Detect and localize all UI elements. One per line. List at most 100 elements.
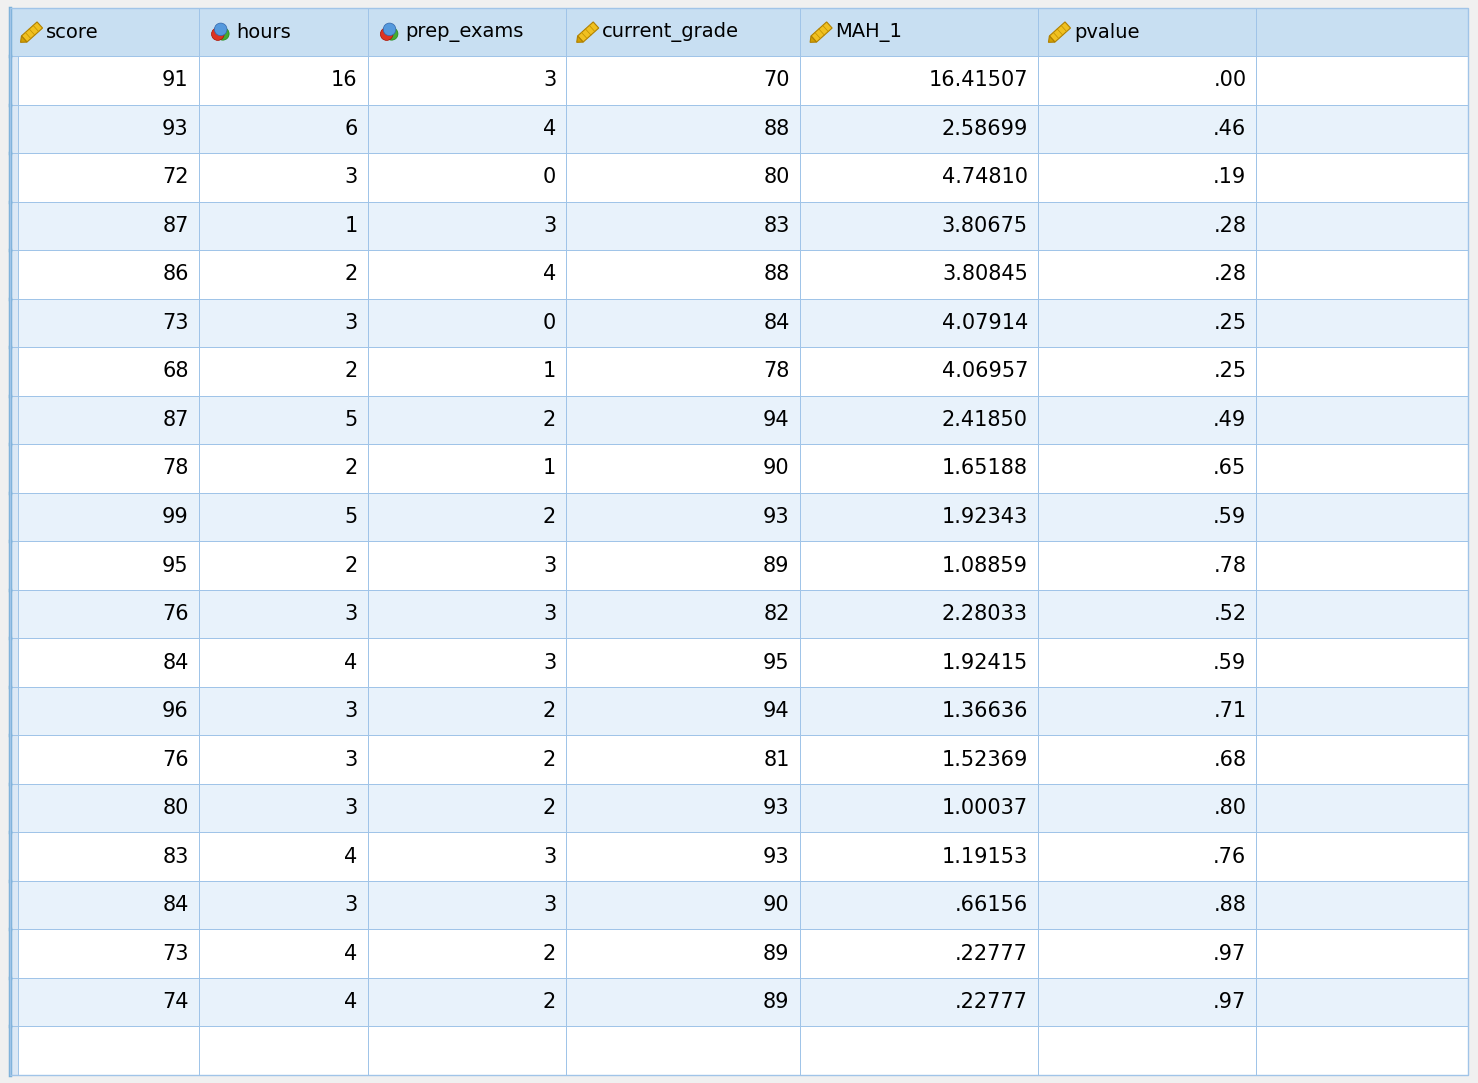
Text: 93: 93: [763, 847, 789, 866]
Bar: [1256, 880, 1468, 929]
Bar: [368, 153, 566, 201]
Text: .59: .59: [1213, 507, 1246, 527]
Bar: [10, 542, 18, 590]
Bar: [368, 590, 566, 638]
Bar: [10, 638, 18, 687]
Text: 87: 87: [163, 410, 189, 430]
Bar: [800, 784, 1038, 833]
Bar: [800, 8, 1038, 56]
Bar: [10, 542, 198, 590]
Bar: [566, 735, 800, 784]
Bar: [10, 105, 18, 153]
Text: 4.06957: 4.06957: [941, 362, 1029, 381]
Bar: [10, 638, 198, 687]
Bar: [10, 105, 198, 153]
Bar: [368, 880, 566, 929]
Bar: [566, 56, 800, 105]
Bar: [10, 833, 18, 880]
Text: prep_exams: prep_exams: [405, 23, 523, 41]
Bar: [198, 56, 368, 105]
Bar: [566, 8, 800, 56]
Text: 3: 3: [542, 70, 556, 90]
Bar: [198, 833, 368, 880]
Bar: [10, 978, 18, 1027]
Bar: [800, 1027, 1038, 1075]
Bar: [368, 687, 566, 735]
Text: 4.07914: 4.07914: [941, 313, 1029, 332]
Text: 2: 2: [344, 264, 358, 285]
Text: 90: 90: [763, 458, 789, 479]
Text: 3: 3: [542, 216, 556, 236]
Bar: [800, 201, 1038, 250]
Text: 74: 74: [163, 992, 189, 1013]
Bar: [10, 444, 198, 493]
Polygon shape: [810, 36, 816, 42]
Text: 2.58699: 2.58699: [941, 119, 1029, 139]
Text: 5: 5: [344, 507, 358, 527]
Text: 16: 16: [331, 70, 358, 90]
Bar: [1256, 444, 1468, 493]
Polygon shape: [21, 36, 27, 42]
Polygon shape: [811, 22, 832, 42]
Bar: [800, 929, 1038, 978]
Bar: [800, 687, 1038, 735]
Bar: [566, 299, 800, 348]
Text: 87: 87: [163, 216, 189, 236]
Bar: [800, 395, 1038, 444]
Text: 2.28033: 2.28033: [941, 604, 1029, 624]
Bar: [368, 978, 566, 1027]
Bar: [10, 590, 18, 638]
Text: 0: 0: [542, 167, 556, 187]
Text: .25: .25: [1213, 362, 1246, 381]
Text: 83: 83: [763, 216, 789, 236]
Bar: [368, 929, 566, 978]
Bar: [800, 880, 1038, 929]
Bar: [1038, 299, 1256, 348]
Polygon shape: [22, 22, 43, 42]
Text: 70: 70: [763, 70, 789, 90]
Bar: [800, 638, 1038, 687]
Text: .28: .28: [1213, 264, 1246, 285]
Bar: [800, 978, 1038, 1027]
Bar: [800, 153, 1038, 201]
Bar: [1256, 299, 1468, 348]
Bar: [800, 299, 1038, 348]
Bar: [198, 929, 368, 978]
Text: 2: 2: [542, 943, 556, 964]
Bar: [1256, 735, 1468, 784]
Bar: [198, 590, 368, 638]
Text: 72: 72: [163, 167, 189, 187]
Bar: [198, 978, 368, 1027]
Bar: [10, 153, 198, 201]
Bar: [800, 493, 1038, 542]
Bar: [198, 201, 368, 250]
Bar: [800, 348, 1038, 395]
Bar: [10, 880, 198, 929]
Text: 3.80845: 3.80845: [941, 264, 1029, 285]
Text: 1: 1: [542, 458, 556, 479]
Bar: [566, 201, 800, 250]
Bar: [10, 299, 18, 348]
Bar: [800, 735, 1038, 784]
Bar: [10, 348, 18, 395]
Bar: [1256, 250, 1468, 299]
Bar: [566, 153, 800, 201]
Text: .22777: .22777: [955, 992, 1029, 1013]
Bar: [10, 929, 198, 978]
Bar: [566, 978, 800, 1027]
Bar: [800, 542, 1038, 590]
Circle shape: [380, 28, 393, 40]
Bar: [10, 444, 18, 493]
Bar: [1256, 201, 1468, 250]
Bar: [10, 493, 18, 542]
Bar: [10, 687, 198, 735]
Bar: [198, 250, 368, 299]
Bar: [10, 395, 198, 444]
Bar: [368, 201, 566, 250]
Bar: [10, 735, 198, 784]
Bar: [566, 638, 800, 687]
Text: 73: 73: [163, 943, 189, 964]
Circle shape: [216, 27, 229, 40]
Bar: [368, 444, 566, 493]
Text: 1.19153: 1.19153: [941, 847, 1029, 866]
